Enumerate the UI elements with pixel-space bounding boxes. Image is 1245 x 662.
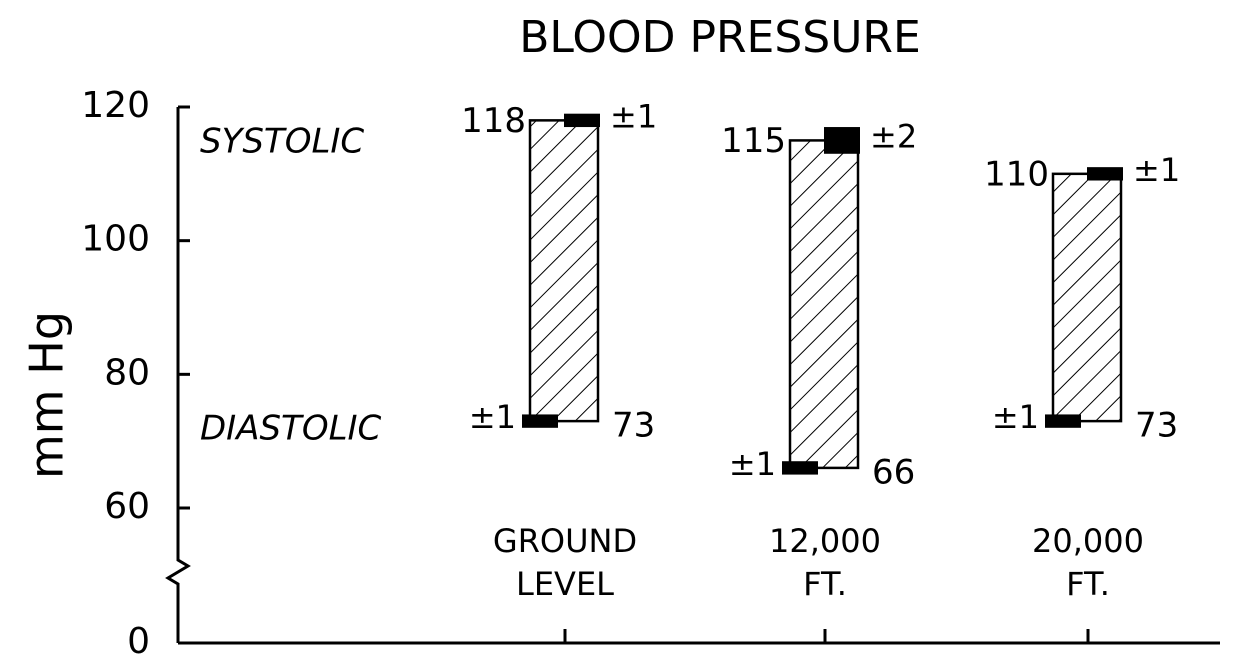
error-label: ±1	[729, 445, 776, 483]
error-box	[782, 461, 818, 475]
y-tick-label: 0	[127, 621, 150, 658]
x-tick-label: 20,000	[1032, 522, 1144, 560]
error-box	[1087, 167, 1123, 181]
error-box	[522, 414, 558, 428]
y-axis	[165, 107, 191, 643]
value-label: 110	[984, 154, 1049, 194]
error-label: ±1	[610, 97, 657, 135]
error-label: ±2	[870, 117, 917, 155]
error-box	[824, 127, 860, 154]
x-tick-label: LEVEL	[516, 565, 614, 603]
error-label: ±1	[469, 398, 516, 436]
y-tick-label: 120	[81, 85, 150, 126]
bar	[1051, 172, 1123, 423]
chart-title: BLOOD PRESSURE	[519, 12, 921, 63]
y-tick-label: 100	[81, 219, 150, 260]
y-axis-label: mm Hg	[20, 311, 74, 479]
bar	[528, 119, 600, 423]
error-label: ±1	[1133, 151, 1180, 189]
bar	[788, 139, 860, 470]
error-box	[1045, 414, 1081, 428]
y-tick-label: 60	[104, 486, 150, 527]
error-box	[564, 113, 600, 128]
value-label: 66	[872, 452, 915, 492]
series-label: DIASTOLIC	[200, 409, 382, 449]
value-label: 118	[461, 101, 526, 141]
x-tick-label: FT.	[1066, 565, 1110, 603]
x-tick-label: GROUND	[493, 522, 637, 560]
value-label: 73	[1135, 406, 1178, 446]
value-label: 115	[721, 121, 786, 161]
y-tick-label: 80	[104, 352, 150, 393]
series-label: SYSTOLIC	[200, 122, 364, 162]
error-label: ±1	[992, 398, 1039, 436]
x-tick-label: FT.	[803, 565, 847, 603]
value-label: 73	[612, 406, 655, 446]
x-tick-label: 12,000	[769, 522, 881, 560]
